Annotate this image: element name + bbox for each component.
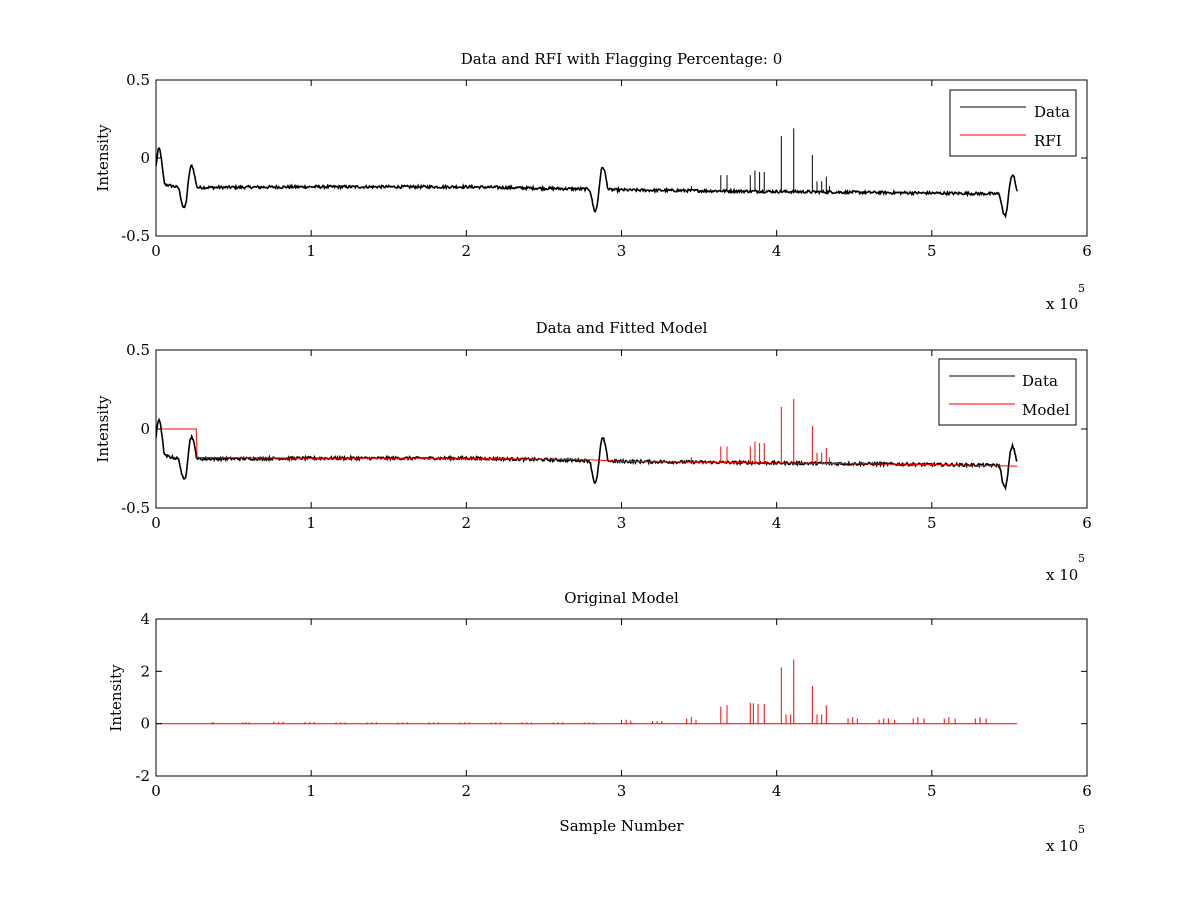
x-tick-label: 3	[617, 242, 627, 260]
y-tick-label: 0.5	[126, 71, 150, 89]
subplot-1-exponent-power: 5	[1078, 282, 1085, 295]
subplot-2-legend-label-model: Model	[1022, 401, 1070, 419]
subplot-3-exponent-power: 5	[1078, 823, 1085, 836]
x-tick-label: 6	[1082, 514, 1092, 532]
x-tick-label: 3	[617, 782, 627, 800]
y-tick-label: -0.5	[121, 499, 150, 517]
x-tick-label: 4	[772, 242, 782, 260]
y-tick-label: 4	[140, 610, 150, 628]
subplot-2: Data and Fitted Model Intensity 0 1 2 3 4 5 6 -…	[94, 319, 1092, 584]
subplot-1-ylabel: Intensity	[94, 124, 112, 192]
subplot-1-ticks: 0 1 2 3 4 5 6-0.500.5	[121, 71, 1092, 260]
x-tick-label: 2	[462, 242, 472, 260]
x-tick-label: 1	[306, 242, 316, 260]
subplot-1: Data and RFI with Flagging Percentage: 0…	[94, 50, 1092, 313]
x-tick-label: 6	[1082, 782, 1092, 800]
subplot-3-plot	[156, 659, 1018, 725]
series-data-line	[156, 417, 1018, 491]
y-tick-label: 0.5	[126, 341, 150, 359]
y-tick-label: -0.5	[121, 227, 150, 245]
x-tick-label: 0	[151, 782, 161, 800]
x-tick-label: 0	[151, 514, 161, 532]
x-tick-label: 1	[306, 514, 316, 532]
series-data-line	[156, 146, 1018, 219]
subplot-3-xlabel: Sample Number	[559, 817, 684, 835]
subplot-2-ticks: 0 1 2 3 4 5 6-0.500.5	[121, 341, 1092, 532]
subplot-2-exponent-power: 5	[1078, 552, 1085, 565]
subplot-2-exponent-base: x 10	[1046, 566, 1078, 584]
x-tick-label: 5	[927, 514, 937, 532]
subplot-3-title: Original Model	[564, 589, 679, 607]
y-tick-label: 0	[140, 149, 150, 167]
x-tick-label: 2	[462, 782, 472, 800]
x-tick-label: 4	[772, 782, 782, 800]
y-tick-label: -2	[135, 767, 150, 785]
subplot-3-exponent-base: x 10	[1046, 837, 1078, 855]
x-tick-label: 1	[306, 782, 316, 800]
x-tick-label: 5	[927, 242, 937, 260]
series-model-line	[156, 428, 1018, 467]
subplot-1-legend-box	[949, 89, 1077, 157]
subplot-2-ylabel: Intensity	[94, 395, 112, 463]
x-tick-label: 4	[772, 514, 782, 532]
subplot-1-title: Data and RFI with Flagging Percentage: 0	[461, 50, 783, 68]
subplot-1-legend-label-data: Data	[1034, 103, 1070, 121]
subplot-1-plot	[156, 128, 1018, 219]
subplot-2-plot	[156, 398, 1018, 491]
subplot-2-title: Data and Fitted Model	[536, 319, 708, 337]
subplot-2-legend-label-data: Data	[1022, 372, 1058, 390]
x-tick-label: 6	[1082, 242, 1092, 260]
x-tick-label: 0	[151, 242, 161, 260]
subplot-1-legend-label-rfi: RFI	[1034, 132, 1062, 150]
subplot-1-exponent-base: x 10	[1046, 295, 1078, 313]
y-tick-label: 0	[140, 715, 150, 733]
subplot-3-ylabel: Intensity	[107, 664, 125, 732]
x-tick-label: 5	[927, 782, 937, 800]
subplot-2-legend-box	[938, 358, 1077, 426]
subplot-1-legend: Data RFI	[949, 89, 1077, 157]
subplot-2-legend: Data Model	[938, 358, 1077, 426]
y-tick-label: 0	[140, 420, 150, 438]
x-tick-label: 3	[617, 514, 627, 532]
x-tick-label: 2	[462, 514, 472, 532]
y-tick-label: 2	[140, 662, 150, 680]
